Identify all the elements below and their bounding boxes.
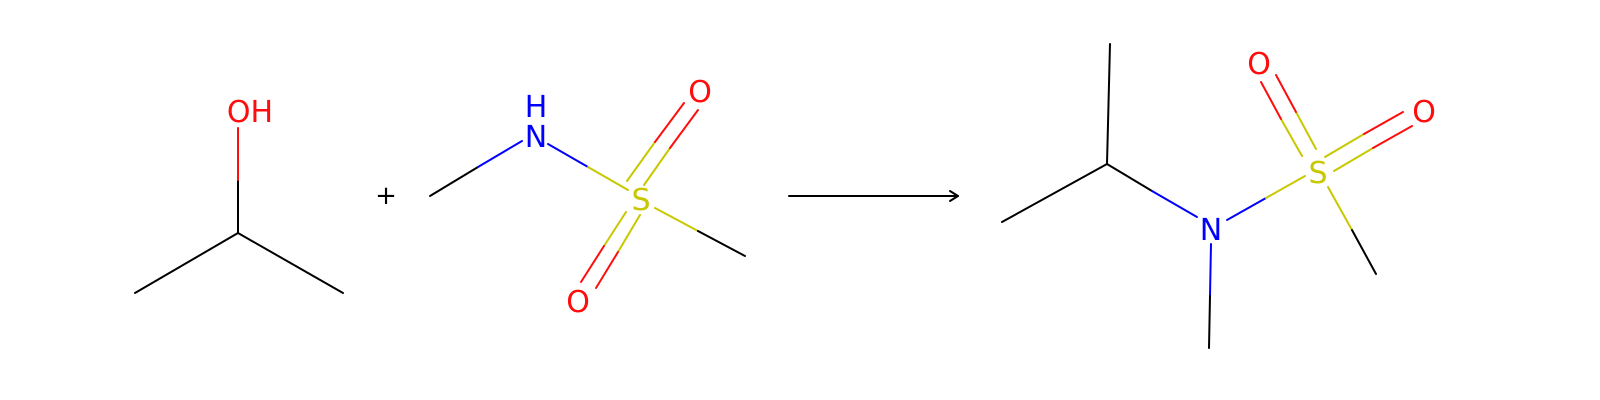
bond-s-o-down-2a [617, 214, 641, 253]
bond-s-o-down-1b [580, 245, 605, 283]
reactant-sulfonamide: H N S O O [429, 75, 746, 320]
bond-s-ch3-b [1351, 229, 1377, 275]
reaction-arrow [788, 190, 959, 202]
oxygen-label-top: O [688, 75, 712, 110]
sulfur-label: S [631, 183, 650, 218]
bond-ip-ch3-left [1001, 163, 1108, 223]
bond-s-o-ul-1b [1260, 81, 1282, 120]
bond-c-c-left [134, 232, 239, 294]
bond-s-o-down-2b [595, 251, 619, 289]
oxygen-label-right: O [1412, 95, 1436, 130]
bond-s-o-down-1a [603, 211, 627, 247]
nitrogen-label: N [1200, 213, 1222, 248]
bond-n-s-b [587, 166, 629, 191]
bond-s-ch3-a [1327, 186, 1353, 231]
hydroxyl-label: OH [227, 95, 273, 130]
bond-s-o-up-1b [654, 102, 685, 143]
bond-s-o-up-1a [626, 141, 656, 182]
sulfur-label: S [1308, 156, 1327, 191]
reactant-isopropanol: OH [134, 95, 344, 294]
bond-s-o-ul-2a [1295, 111, 1317, 150]
bond-s-o-r-2b [1372, 125, 1413, 149]
bond-c-c-right [237, 232, 344, 294]
bond-n-s-a [547, 143, 589, 168]
bond-n-s-b [1265, 175, 1306, 199]
hydrogen-label: H [525, 90, 548, 125]
bond-s-o-r-2a [1333, 147, 1374, 172]
oxygen-label-bottom: O [566, 285, 590, 320]
bond-ch-n-b [1151, 190, 1198, 218]
oxygen-label-top: O [1247, 47, 1271, 82]
bond-s-o-up-2b [669, 109, 699, 149]
arrow-head-lower [949, 195, 959, 202]
plus-operator: + [375, 181, 397, 211]
bond-ch3-n-a [429, 166, 479, 197]
arrow-head-upper [949, 190, 959, 197]
bond-s-o-ul-2b [1275, 74, 1297, 113]
bond-ch-n-a [1106, 163, 1153, 192]
bond-s-o-ul-1a [1280, 118, 1303, 157]
product-sulfonamide: N S O O [1001, 43, 1436, 349]
bond-s-o-r-1b [1363, 111, 1404, 135]
bond-n-ch3-a [1209, 243, 1212, 297]
bond-s-o-r-1a [1324, 133, 1365, 158]
bond-n-s-a [1226, 197, 1267, 221]
bond-ip-ch3-top [1106, 43, 1111, 165]
bond-ch3-n-b [477, 140, 523, 168]
bond-s-o-up-2a [643, 147, 671, 186]
bond-n-ch3-b [1208, 295, 1211, 349]
bond-s-ch3-b [697, 230, 746, 257]
bond-s-ch3-a [654, 207, 699, 232]
nitrogen-label: N [525, 120, 547, 155]
